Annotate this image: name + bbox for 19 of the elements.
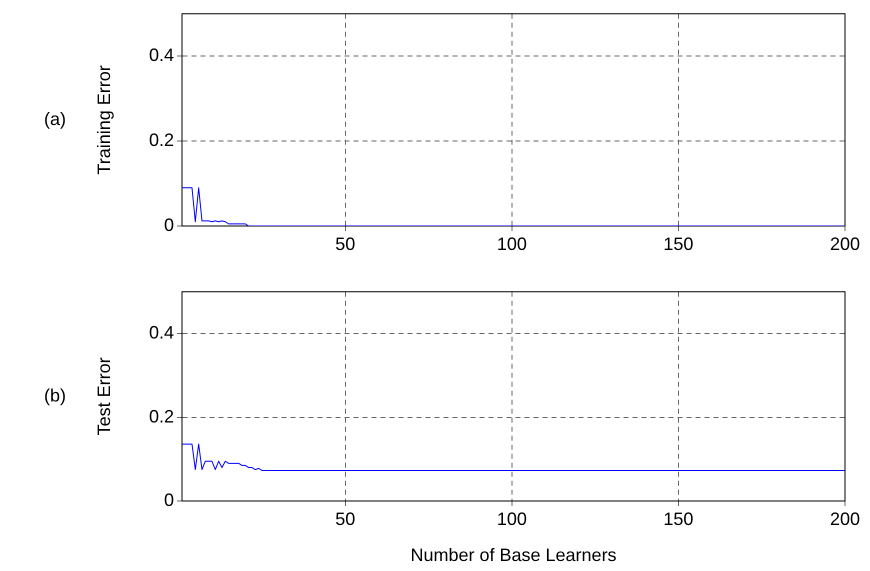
x-tick-label: 50 — [335, 234, 356, 254]
y-tick-label: 0.4 — [148, 45, 174, 66]
text: (a) — [44, 108, 66, 129]
y-axis-title: Test Error — [94, 357, 114, 436]
x-tick-label: 150 — [663, 234, 694, 254]
y-tick-label: 0.4 — [148, 322, 174, 343]
y-tick-label: 0.2 — [148, 130, 174, 150]
text: (b) — [44, 385, 66, 406]
x-tick-label: 200 — [830, 508, 860, 529]
x-tick-label: 100 — [496, 508, 527, 529]
x-tick-label: 200 — [830, 234, 860, 254]
x-tick-label: 150 — [663, 508, 694, 529]
y-axis-title: Training Error — [94, 65, 114, 175]
x-axis-title: Number of Base Learners — [410, 545, 617, 566]
x-tick-label: 100 — [496, 234, 527, 254]
x-tick-label: 50 — [335, 508, 356, 529]
y-tick-label: 0.2 — [148, 406, 174, 426]
y-tick-label: 0 — [164, 214, 174, 235]
y-tick-label: 0 — [164, 490, 174, 510]
